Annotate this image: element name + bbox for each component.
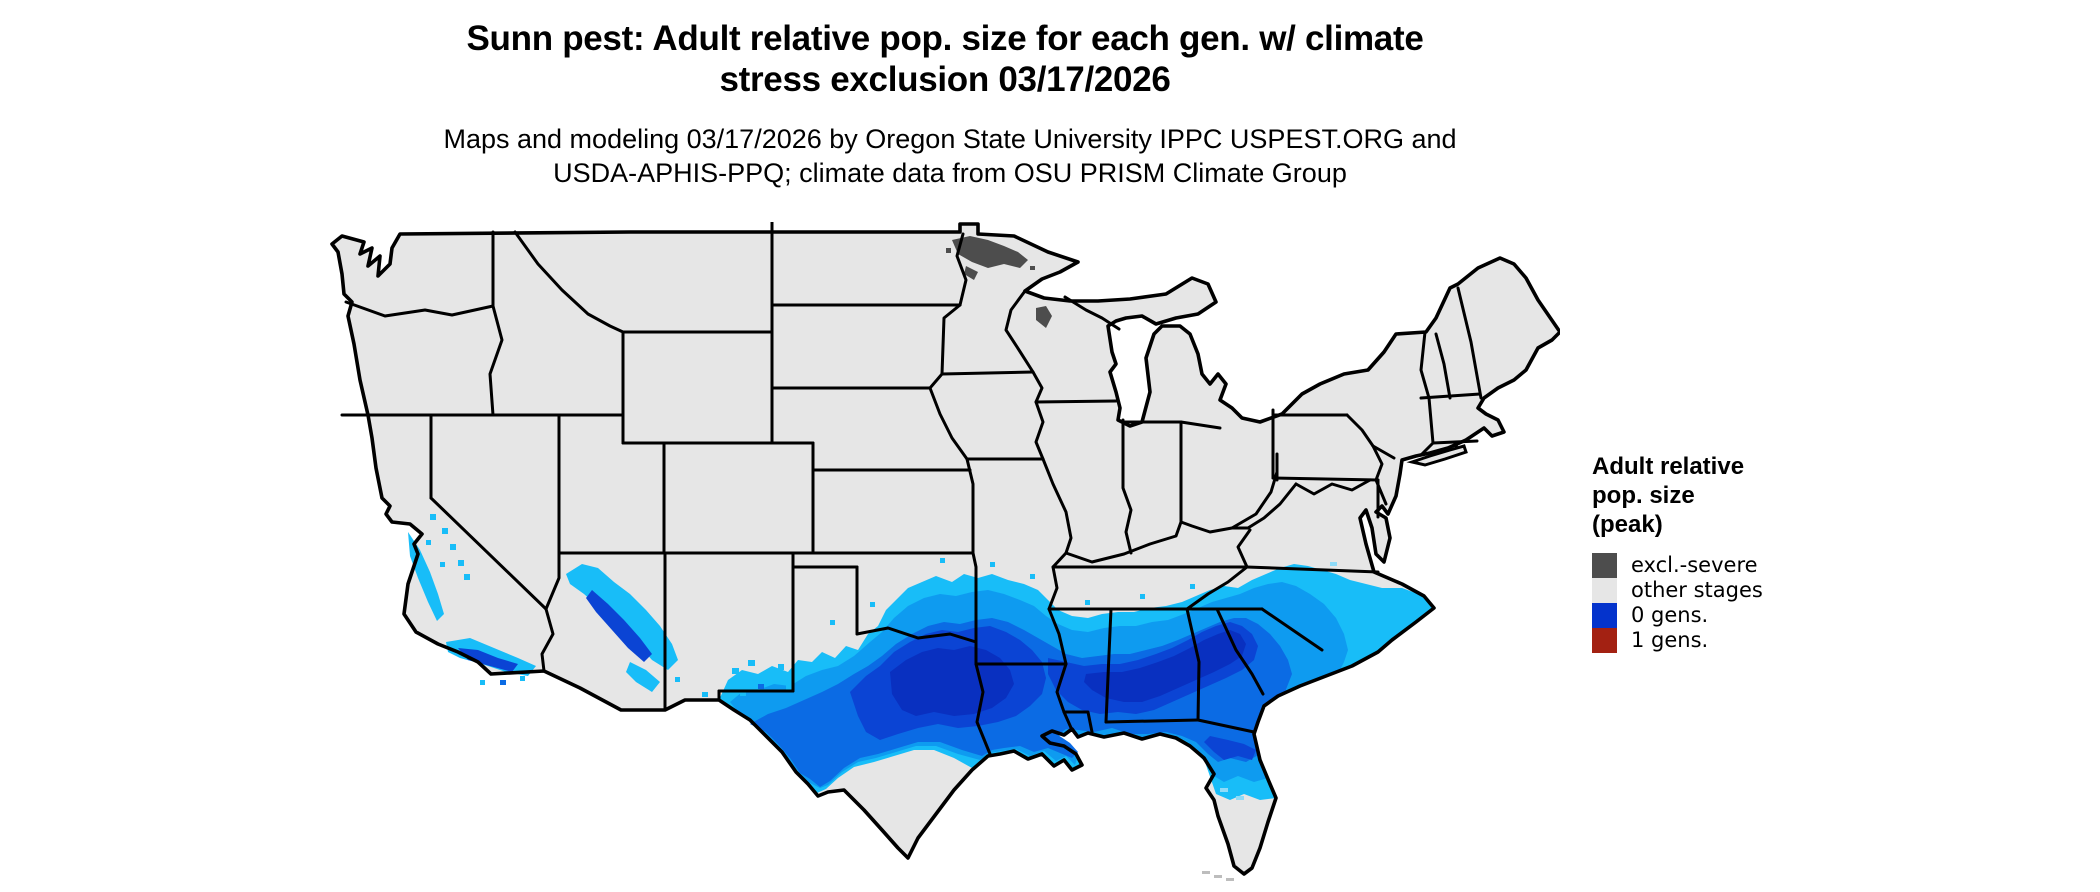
gen0-speckles-california xyxy=(426,514,525,685)
long-island xyxy=(1406,444,1468,467)
title-line-2: stress exclusion 03/17/2026 xyxy=(719,60,1171,99)
legend-row-excl-severe: excl.-severe xyxy=(1592,553,1912,578)
legend-swatch-0-gens xyxy=(1592,603,1617,628)
gen0-patch-socal-dark xyxy=(458,648,518,672)
gen0-core-southeast xyxy=(1084,630,1246,702)
us-map xyxy=(330,220,1562,882)
legend-swatch-excl-severe xyxy=(1592,553,1617,578)
page-subtitle: Maps and modeling 03/17/2026 by Oregon S… xyxy=(0,122,1900,190)
gen0-patch-az-south xyxy=(626,662,660,692)
gen0-speckles-southwest xyxy=(675,660,792,697)
legend-title-line-3: (peak) xyxy=(1592,511,1663,538)
state-borders xyxy=(340,220,1483,756)
us-outline xyxy=(330,222,1562,876)
map-legend: Adult relative pop. size (peak) excl.-se… xyxy=(1592,452,1912,653)
gen0-patch-az-dark xyxy=(586,590,652,662)
legend-row-1-gens: 1 gens. xyxy=(1592,628,1912,653)
legend-label: 0 gens. xyxy=(1631,603,1709,627)
legend-swatch-other-stages xyxy=(1592,578,1617,603)
gen0-blob-florida-dark xyxy=(1204,736,1256,760)
legend-label: other stages xyxy=(1631,578,1763,602)
page-title: Sunn pest: Adult relative pop. size for … xyxy=(0,18,1890,100)
exclusion-patches xyxy=(946,236,1052,328)
legend-label: excl.-severe xyxy=(1631,553,1758,577)
legend-title-line-2: pop. size xyxy=(1592,482,1695,509)
gen0-speckles-band-edge xyxy=(830,558,1337,800)
title-line-1: Sunn pest: Adult relative pop. size for … xyxy=(466,19,1424,58)
florida-keys xyxy=(1202,871,1234,881)
legend-swatch-1-gens xyxy=(1592,628,1617,653)
legend-row-other-stages: other stages xyxy=(1592,578,1912,603)
legend-row-0-gens: 0 gens. xyxy=(1592,603,1912,628)
subtitle-line-2: USDA-APHIS-PPQ; climate data from OSU PR… xyxy=(553,158,1347,188)
legend-label: 1 gens. xyxy=(1631,628,1709,652)
gen0-patch-az-cyan xyxy=(566,564,678,670)
subtitle-line-1: Maps and modeling 03/17/2026 by Oregon S… xyxy=(443,124,1457,154)
legend-title-line-1: Adult relative xyxy=(1592,453,1745,480)
legend-rows: excl.-severe other stages 0 gens. 1 gens… xyxy=(1592,553,1912,653)
